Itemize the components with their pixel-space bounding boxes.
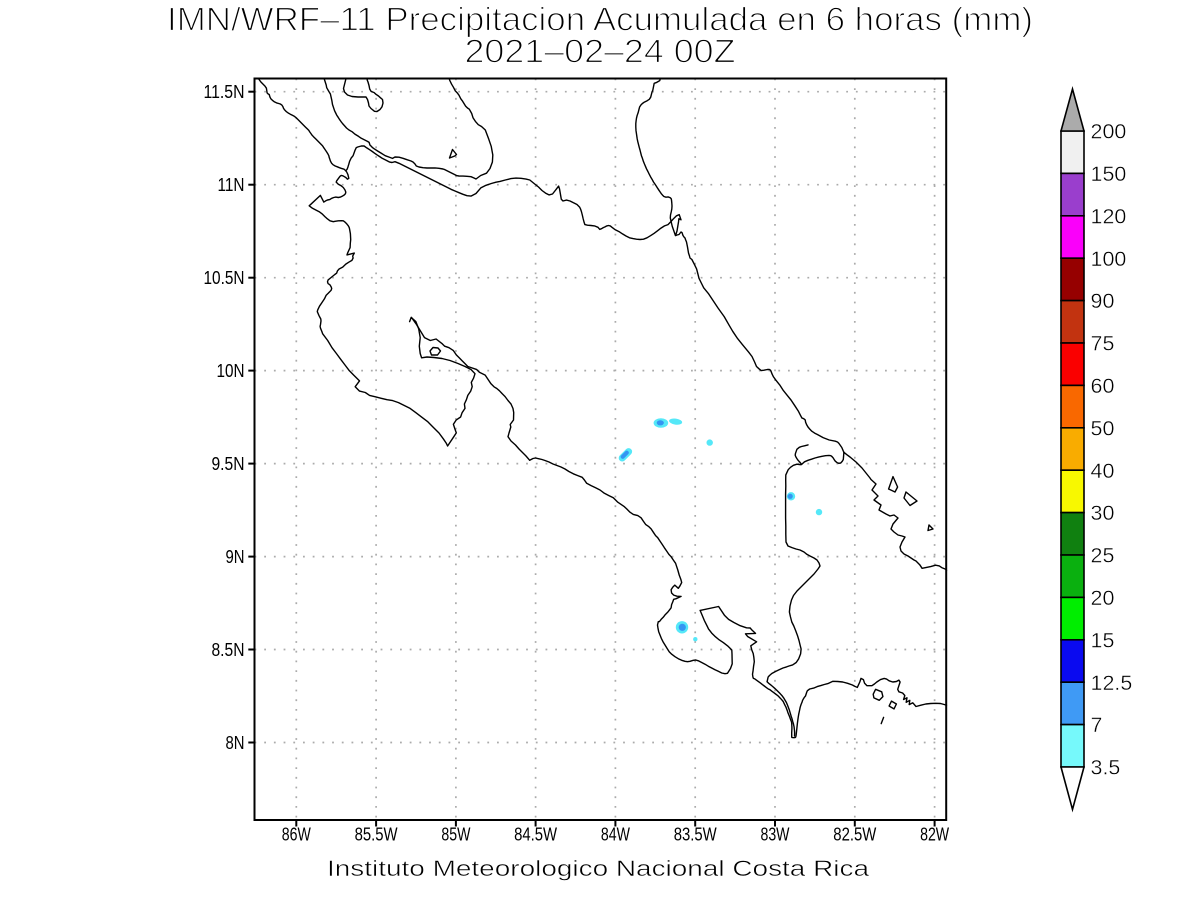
svg-text:90: 90 bbox=[1091, 289, 1115, 313]
svg-text:8N: 8N bbox=[226, 733, 245, 753]
svg-text:10.5N: 10.5N bbox=[204, 268, 245, 288]
svg-text:200: 200 bbox=[1091, 120, 1127, 144]
svg-text:12.5: 12.5 bbox=[1091, 671, 1133, 695]
svg-text:9.5N: 9.5N bbox=[212, 454, 245, 474]
svg-text:120: 120 bbox=[1091, 204, 1127, 228]
svg-text:30: 30 bbox=[1091, 501, 1115, 525]
svg-text:8.5N: 8.5N bbox=[212, 640, 245, 660]
svg-text:84.5W: 84.5W bbox=[514, 825, 557, 845]
svg-text:50: 50 bbox=[1091, 416, 1115, 440]
svg-text:10N: 10N bbox=[217, 361, 245, 381]
svg-text:85W: 85W bbox=[441, 825, 470, 845]
svg-text:60: 60 bbox=[1091, 374, 1115, 398]
svg-text:3.5: 3.5 bbox=[1091, 756, 1121, 780]
svg-text:86W: 86W bbox=[282, 825, 311, 845]
svg-text:11N: 11N bbox=[218, 175, 245, 195]
svg-text:85.5W: 85.5W bbox=[355, 825, 398, 845]
svg-text:20: 20 bbox=[1091, 586, 1115, 610]
svg-text:IMN/WRF–11 Precipitacion Acumu: IMN/WRF–11 Precipitacion Acumulada en 6 … bbox=[167, 1, 1033, 38]
svg-text:15: 15 bbox=[1091, 628, 1115, 652]
svg-text:84W: 84W bbox=[601, 825, 630, 845]
svg-text:75: 75 bbox=[1091, 332, 1115, 356]
svg-text:83.5W: 83.5W bbox=[674, 825, 717, 845]
svg-text:Instituto Meteorologico Nacion: Instituto Meteorologico Nacional Costa R… bbox=[327, 856, 870, 881]
svg-text:83W: 83W bbox=[761, 825, 790, 845]
svg-text:7: 7 bbox=[1091, 713, 1103, 737]
svg-text:11.5N: 11.5N bbox=[204, 82, 245, 102]
svg-text:9N: 9N bbox=[226, 547, 245, 567]
svg-text:150: 150 bbox=[1091, 162, 1127, 186]
svg-text:40: 40 bbox=[1091, 459, 1115, 483]
svg-text:82W: 82W bbox=[920, 825, 949, 845]
svg-text:2021–02–24 00Z: 2021–02–24 00Z bbox=[465, 33, 736, 70]
svg-text:100: 100 bbox=[1091, 247, 1127, 271]
svg-text:82.5W: 82.5W bbox=[833, 825, 876, 845]
svg-text:25: 25 bbox=[1091, 544, 1115, 568]
